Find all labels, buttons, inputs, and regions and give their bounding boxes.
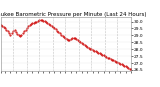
Title: Milwaukee Barometric Pressure per Minute (Last 24 Hours): Milwaukee Barometric Pressure per Minute… — [0, 12, 147, 17]
